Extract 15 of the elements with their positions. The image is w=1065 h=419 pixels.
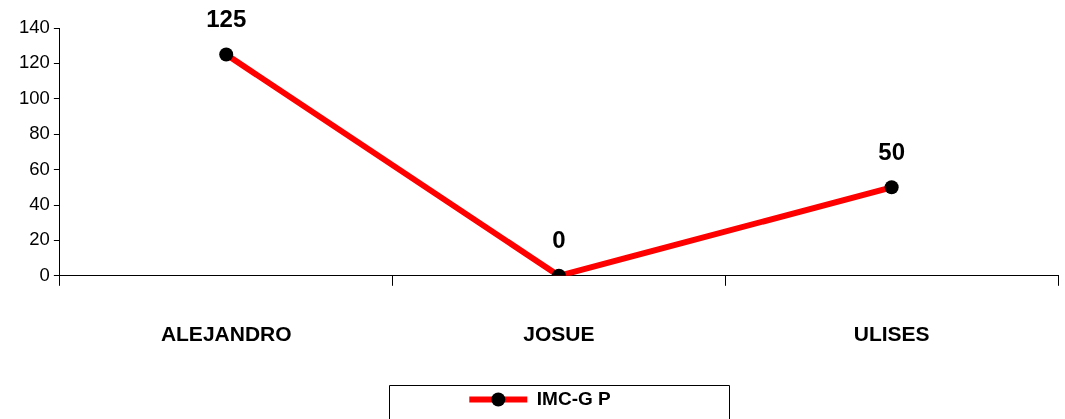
legend-label: IMC-G P bbox=[536, 387, 612, 409]
y-tick-label: 60 bbox=[29, 157, 50, 179]
x-tick-label: ULISES bbox=[853, 322, 930, 346]
y-tick-label: 140 bbox=[18, 16, 50, 38]
data-label: 125 bbox=[206, 5, 247, 33]
y-tick-label: 20 bbox=[29, 228, 50, 250]
y-tick-label: 0 bbox=[39, 263, 50, 285]
y-tick-label: 120 bbox=[18, 51, 50, 73]
x-tick-label: JOSUE bbox=[523, 322, 595, 346]
x-tick-label: ALEJANDRO bbox=[160, 322, 292, 346]
y-tick-label: 100 bbox=[18, 86, 50, 108]
data-label: 50 bbox=[878, 137, 905, 165]
data-label: 0 bbox=[552, 226, 566, 254]
y-tick-label: 40 bbox=[29, 193, 50, 215]
y-tick-label: 80 bbox=[29, 122, 50, 144]
